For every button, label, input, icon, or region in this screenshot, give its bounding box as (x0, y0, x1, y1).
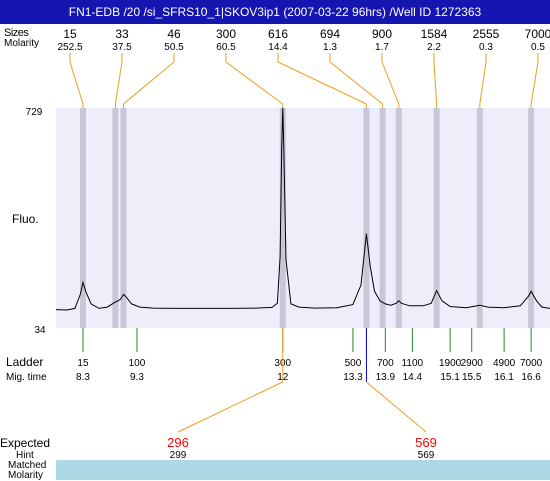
ladder-size-label: 2900 (461, 358, 484, 369)
hint-value: 569 (418, 450, 435, 461)
peak-lead-diag (277, 61, 367, 105)
ladder-ticks (82, 328, 532, 352)
ladder-size-label: 700 (377, 358, 394, 369)
peak-stripe-9 (528, 108, 535, 328)
peak-stripe-8 (476, 108, 483, 328)
expected-leader (177, 381, 283, 433)
ladder-labels: 158.31009.33001250013.370013.9110014.419… (76, 358, 543, 383)
peak-lead-diag (123, 61, 175, 105)
peak-molarity-label: 60.5 (216, 42, 236, 53)
peak-size-label: 1584 (421, 27, 448, 41)
ladder-size-label: 15 (77, 358, 89, 369)
matched-label: Matched (8, 460, 47, 471)
ladder-label: Ladder (6, 355, 44, 369)
y-tick-min: 34 (34, 325, 46, 336)
peak-size-label: 900 (372, 27, 392, 41)
peak-lead-diag (225, 61, 284, 105)
hint-label: Hint (16, 450, 34, 461)
ladder-mig-label: 15.1 (440, 372, 460, 383)
ladder-mig-label: 15.5 (462, 372, 482, 383)
peak-molarity-label: 0.5 (531, 42, 545, 53)
peak-stripe-3 (279, 108, 286, 328)
peak-lead-diag (433, 61, 438, 105)
expected-label: Expected (0, 436, 51, 450)
peak-molarity-label: 0.3 (479, 42, 493, 53)
peak-stripe-2 (120, 108, 127, 328)
expected-value: 296 (167, 435, 189, 450)
fluorescence-trace (55, 107, 550, 311)
peak-molarity-label: 50.5 (164, 42, 184, 53)
peak-size-label: 7000 (525, 27, 550, 41)
ladder-mig-label: 9.3 (130, 372, 144, 383)
ladder-mig-label: 14.4 (403, 372, 423, 383)
peak-stripe-0 (79, 108, 86, 328)
ladder-size-label: 100 (129, 358, 146, 369)
expected-leader (366, 381, 427, 433)
peak-size-label: 2555 (473, 27, 500, 41)
sizes-label: Sizes (4, 27, 29, 39)
peak-size-label: 694 (320, 27, 340, 41)
peak-molarity-label: 1.7 (375, 42, 389, 53)
peak-molarity-label: 37.5 (112, 42, 132, 53)
ladder-size-label: 1900 (439, 358, 462, 369)
expected-highlight: 29629930060.556956961614.4 (167, 328, 437, 480)
peak-size-label: 33 (115, 27, 129, 41)
peak-molarity-label: 1.3 (323, 42, 337, 53)
peak-size-label: 46 (167, 27, 181, 41)
ladder-mig-label: 8.3 (76, 372, 90, 383)
peak-lead-diag (530, 61, 539, 105)
peak-stripe-5 (379, 108, 386, 328)
molarity-bottom-label: Molarity (8, 470, 44, 481)
peak-stripes (79, 108, 535, 328)
peak-stripe-6 (395, 108, 402, 328)
window-title: FN1-EDB /20 /si_SFRS10_1|SKOV3ip1 (2007-… (0, 0, 550, 24)
peak-lead-diag (114, 61, 123, 105)
ladder-mig-label: 16.6 (521, 372, 541, 383)
ladder-size-label: 7000 (520, 358, 543, 369)
expected-value: 569 (415, 435, 437, 450)
y-tick-max: 729 (26, 107, 43, 118)
fluo-axis-label: Fluo. (12, 212, 39, 226)
peak-stripe-4 (363, 108, 370, 328)
peak-molarity-label: 14.4 (268, 42, 288, 53)
peak-size-label: 300 (216, 27, 236, 41)
peak-stripe-7 (433, 108, 440, 328)
peak-lead-diag (69, 61, 84, 105)
matched-band (56, 460, 550, 480)
ladder-size-label: 500 (345, 358, 362, 369)
peak-lead-diag (479, 61, 487, 105)
ladder-size-label: 4900 (493, 358, 516, 369)
peak-lead-diag (381, 61, 400, 105)
peak-molarity-label: 252.5 (57, 42, 82, 53)
ladder-size-label: 1100 (402, 358, 424, 369)
molarity-label: Molarity (4, 38, 40, 49)
peak-leader-lines (69, 53, 539, 108)
plot-area (56, 108, 550, 328)
ladder-mig-label: 13.3 (343, 372, 363, 383)
ladder-mig-label: 16.1 (494, 372, 514, 383)
hint-value: 299 (170, 450, 187, 461)
peak-stripe-1 (112, 108, 119, 328)
mig-time-label: Mig. time (6, 372, 47, 383)
peak-molarity-label: 2.2 (427, 42, 441, 53)
peak-size-label: 15 (63, 27, 77, 41)
peak-lead-diag (329, 61, 383, 105)
peak-size-label: 616 (268, 27, 288, 41)
ladder-mig-label: 13.9 (376, 372, 396, 383)
